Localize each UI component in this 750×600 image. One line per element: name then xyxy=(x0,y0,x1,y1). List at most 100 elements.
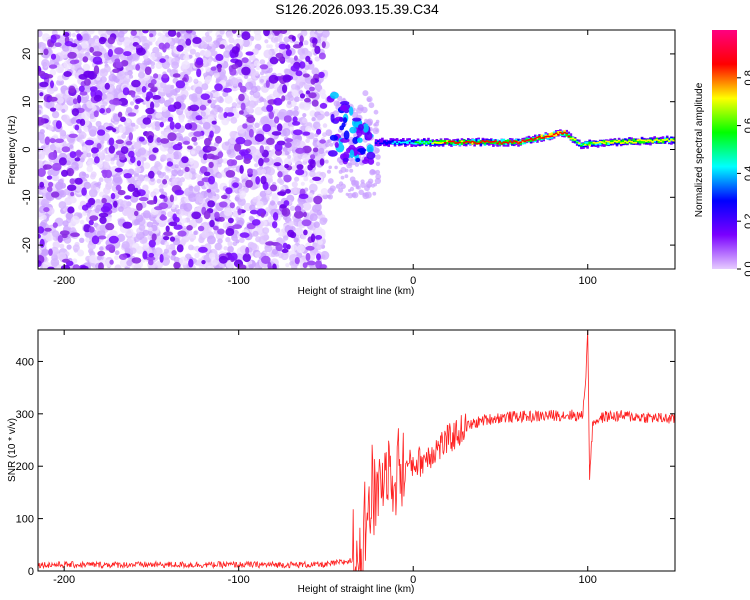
noise-blob xyxy=(183,140,190,145)
noise-blob xyxy=(43,207,50,213)
carrier-segment xyxy=(617,139,621,142)
noise-dot xyxy=(138,224,146,231)
carrier-segment xyxy=(548,135,552,138)
noise-blob xyxy=(44,136,51,145)
noise-dot xyxy=(311,67,319,75)
noise-blob xyxy=(58,157,67,166)
noise-blob xyxy=(274,31,280,36)
transition-dot xyxy=(364,185,370,192)
noise-dot xyxy=(191,31,196,36)
noise-blob xyxy=(298,193,309,199)
noise-blob xyxy=(186,225,193,231)
carrier-segment xyxy=(642,140,646,144)
noise-dot xyxy=(226,149,232,155)
noise-dot xyxy=(167,211,174,218)
noise-blob xyxy=(251,219,261,226)
carrier-segment xyxy=(571,137,575,141)
noise-dot xyxy=(286,109,294,117)
noise-dot xyxy=(283,157,292,166)
carrier-segment xyxy=(425,141,428,145)
carrier-segment xyxy=(376,140,380,142)
noise-dot xyxy=(227,241,233,247)
noise-blob xyxy=(204,137,211,147)
noise-blob xyxy=(80,265,89,269)
noise-blob xyxy=(50,80,54,89)
noise-blob xyxy=(223,111,228,119)
noise-blob xyxy=(229,202,235,209)
carrier-segment xyxy=(523,140,527,143)
noise-blob xyxy=(177,230,187,237)
noise-dot xyxy=(179,177,185,183)
noise-blob xyxy=(105,107,111,114)
carrier-segment xyxy=(563,131,566,134)
noise-dot xyxy=(277,201,282,206)
noise-dot xyxy=(193,185,201,192)
noise-dot xyxy=(135,86,141,93)
noise-blob xyxy=(318,71,325,79)
noise-blob xyxy=(199,104,207,111)
carrier-segment xyxy=(561,132,564,135)
noise-dot xyxy=(163,248,169,254)
carrier-segment xyxy=(521,139,524,142)
spectrogram-noise-dots xyxy=(38,30,382,269)
noise-dot xyxy=(288,57,294,63)
colorbar-tick-label: 0.8 xyxy=(743,70,750,85)
noise-blob xyxy=(193,131,203,137)
noise-dot xyxy=(88,30,95,35)
noise-blob xyxy=(79,118,86,126)
noise-dot xyxy=(79,237,85,243)
noise-blob xyxy=(273,97,283,106)
carrier-segment xyxy=(383,141,386,146)
noise-blob xyxy=(273,162,282,167)
snr-y-tick-label: 0 xyxy=(28,566,34,578)
noise-dot xyxy=(143,57,152,66)
noise-dot xyxy=(201,36,207,42)
noise-dot xyxy=(96,255,102,261)
noise-dot xyxy=(148,41,153,46)
noise-dot xyxy=(65,160,71,166)
carrier-segment xyxy=(588,144,591,147)
noise-blob xyxy=(319,102,328,109)
noise-dot xyxy=(263,234,270,241)
noise-dot xyxy=(284,171,289,176)
carrier-segment xyxy=(460,140,464,143)
noise-blob xyxy=(241,31,251,41)
carrier-segment xyxy=(603,140,606,144)
carrier-segment xyxy=(408,140,411,142)
noise-dot xyxy=(52,134,59,140)
snr-frame xyxy=(37,329,676,572)
carrier-segment xyxy=(626,141,629,144)
noise-dot xyxy=(290,83,297,90)
carrier-segment xyxy=(517,142,520,144)
noise-blob xyxy=(142,30,149,34)
noise-blob xyxy=(207,200,216,208)
carrier-segment xyxy=(446,140,449,142)
carrier-segment xyxy=(477,142,480,145)
carrier-segment xyxy=(567,135,571,138)
noise-dot xyxy=(70,197,77,204)
noise-blob xyxy=(260,175,267,185)
noise-dot xyxy=(268,178,274,183)
noise-dot xyxy=(57,252,67,261)
noise-blob xyxy=(68,85,76,93)
carrier-segment xyxy=(433,141,437,144)
noise-blob xyxy=(89,86,98,92)
noise-blob xyxy=(285,138,293,143)
carrier-segment xyxy=(557,131,560,135)
noise-blob xyxy=(120,116,126,123)
snr-y-tick-label: 300 xyxy=(16,409,34,421)
noise-dot xyxy=(133,236,140,243)
noise-blob xyxy=(259,64,269,70)
noise-dot xyxy=(121,133,127,139)
carrier-segment xyxy=(642,139,646,142)
noise-dot xyxy=(262,227,270,235)
noise-blob xyxy=(191,211,202,220)
noise-dot xyxy=(178,117,185,123)
noise-dot xyxy=(303,202,312,211)
carrier-segment xyxy=(500,139,504,144)
noise-dot xyxy=(155,112,162,119)
carrier-segment xyxy=(649,140,652,142)
carrier-segment xyxy=(663,139,667,141)
carrier-segment xyxy=(391,142,395,145)
noise-blob xyxy=(136,47,146,56)
